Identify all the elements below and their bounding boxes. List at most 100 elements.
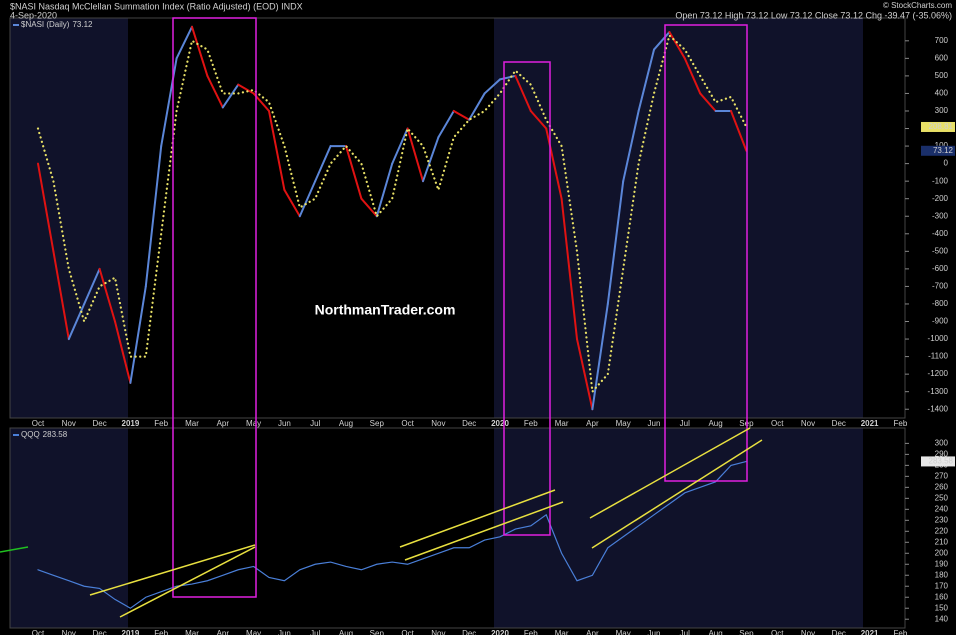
x-tick-label: 2021: [861, 419, 879, 428]
index-line: [606, 180, 625, 305]
x-tick-label: Jun: [648, 419, 661, 428]
x-tick-label: 2019: [122, 419, 140, 428]
price-tag-box: [921, 145, 955, 156]
x-tick-label: Nov: [801, 419, 815, 428]
price-tag-box: [921, 121, 955, 132]
x-tick-label: May: [616, 629, 631, 635]
y-tick-label: 230: [935, 515, 949, 524]
index-line: [206, 74, 224, 109]
period-shade: [494, 428, 863, 628]
x-tick-label: Aug: [708, 419, 722, 428]
y-tick-label: -600: [932, 264, 949, 273]
index-line: [545, 127, 563, 200]
index-line: [730, 109, 748, 152]
x-tick-label: Dec: [92, 419, 106, 428]
watermark: NorthmanTrader.com: [315, 302, 456, 318]
x-tick-label: Jul: [310, 419, 320, 428]
x-tick-label: Feb: [894, 629, 908, 635]
index-line: [144, 145, 163, 288]
panel-frame: [9, 17, 906, 419]
y-tick-label: 190: [935, 559, 949, 568]
price-tag: 73.12: [933, 146, 954, 155]
x-tick-label: Jun: [648, 629, 661, 635]
period-shade: [494, 18, 863, 418]
index-line: [452, 109, 471, 121]
x-tick-label: 2020: [491, 629, 509, 635]
y-tick-label: 240: [935, 504, 949, 513]
price-tag: 283.58: [929, 457, 954, 466]
x-tick-label: Dec: [462, 419, 476, 428]
legend-value: 283.58: [43, 430, 68, 439]
price-tag: 208.81: [929, 122, 954, 131]
y-tick-label: -1400: [928, 404, 949, 413]
x-tick-label: Jul: [680, 629, 690, 635]
x-tick-label: Nov: [431, 419, 445, 428]
x-tick-label: Oct: [771, 629, 784, 635]
index-line: [114, 320, 132, 384]
highlight-box: [172, 17, 257, 598]
x-tick-label: Nov: [801, 629, 815, 635]
x-tick-label: Mar: [555, 629, 569, 635]
price-line: [37, 460, 747, 609]
panel-frame: [9, 427, 906, 629]
y-tick-label: 600: [935, 53, 949, 62]
index-line: [283, 188, 301, 218]
index-line: [83, 267, 101, 305]
index-line: [699, 92, 717, 112]
period-shade: [10, 18, 128, 418]
y-tick-label: 160: [935, 592, 949, 601]
y-tick-label: -500: [932, 246, 949, 255]
legend-label: QQQ: [21, 430, 40, 439]
index-line: [67, 302, 86, 341]
x-tick-label: Oct: [401, 419, 414, 428]
x-tick-label: May: [616, 419, 631, 428]
x-tick-label: Oct: [32, 629, 45, 635]
trend-line: [0, 546, 29, 553]
index-line: [314, 145, 332, 183]
legend-value: 73.12: [72, 20, 93, 29]
trend-line: [404, 501, 564, 561]
y-tick-label: -1200: [928, 369, 949, 378]
price-tag-box: [921, 456, 955, 467]
x-tick-label: Oct: [771, 419, 784, 428]
x-tick-label: Nov: [431, 629, 445, 635]
y-tick-label: 500: [935, 71, 949, 80]
y-tick-label: 290: [935, 449, 949, 458]
y-tick-label: 700: [935, 36, 949, 45]
title: $NASI Nasdaq McClellan Summation Index (…: [10, 1, 303, 11]
x-tick-label: Feb: [154, 419, 168, 428]
y-tick-label: 150: [935, 603, 949, 612]
y-tick-label: 210: [935, 537, 949, 546]
index-line: [560, 197, 578, 341]
x-tick-label: Apr: [217, 629, 230, 635]
y-tick-label: 300: [935, 106, 949, 115]
ohlc: Open 73.12 High 73.12 Low 73.12 Close 73…: [675, 10, 952, 20]
index-line: [345, 145, 363, 200]
y-tick-label: -1300: [928, 387, 949, 396]
y-tick-label: 180: [935, 570, 949, 579]
y-tick-label: -200: [932, 194, 949, 203]
index-line: [175, 25, 193, 60]
x-tick-label: Mar: [185, 419, 199, 428]
index-line: [191, 25, 209, 77]
trend-line: [591, 439, 763, 549]
x-tick-label: Jul: [310, 629, 320, 635]
index-line: [237, 83, 255, 95]
x-tick-label: Feb: [894, 419, 908, 428]
x-tick-label: Apr: [586, 629, 599, 635]
index-line: [591, 302, 609, 411]
x-tick-label: Jun: [278, 629, 291, 635]
y-tick-label: 0: [944, 159, 949, 168]
y-tick-label: -1000: [928, 334, 949, 343]
y-tick-label: 100: [935, 141, 949, 150]
x-tick-label: Feb: [154, 629, 168, 635]
y-tick-label: -1100: [928, 352, 948, 361]
x-tick-label: Jun: [278, 419, 291, 428]
x-tick-label: Oct: [401, 629, 414, 635]
x-tick-label: May: [246, 419, 261, 428]
index-line: [529, 109, 548, 130]
x-tick-label: Apr: [217, 419, 230, 428]
source: © StockCharts.com: [883, 1, 952, 10]
index-line: [468, 92, 486, 121]
x-tick-label: 2019: [122, 629, 140, 635]
